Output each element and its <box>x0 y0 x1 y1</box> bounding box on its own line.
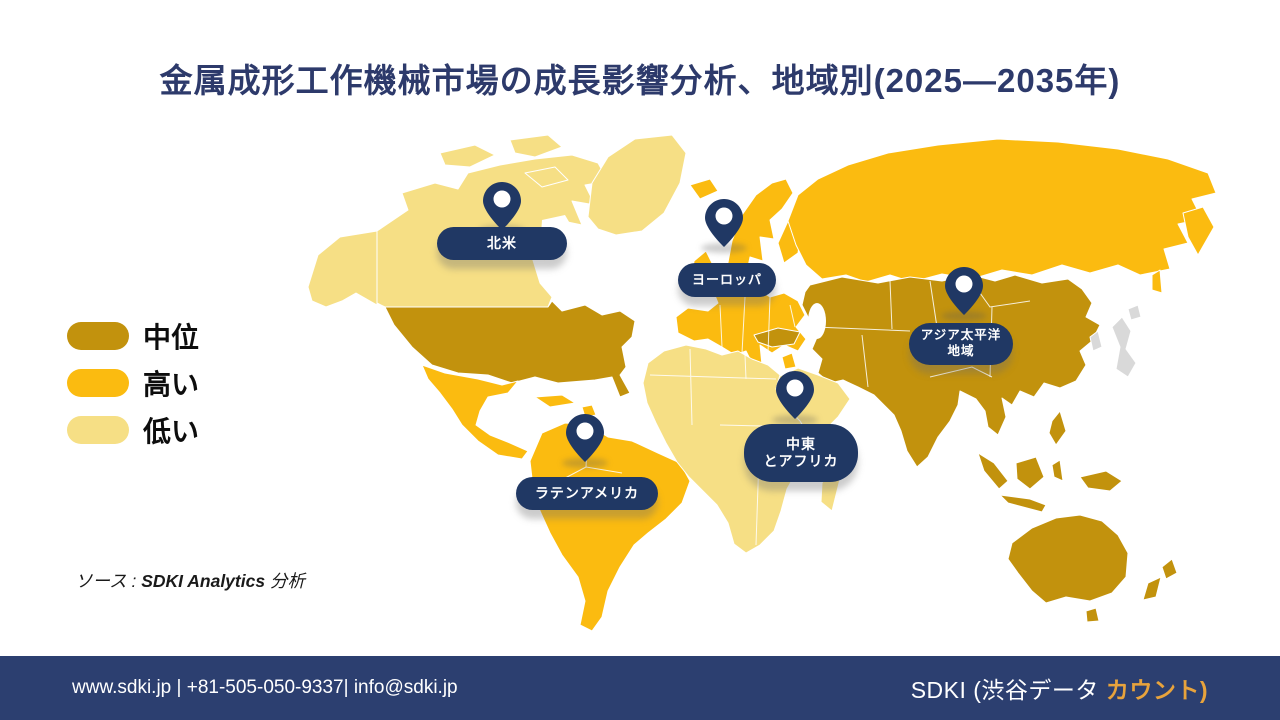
map-pin-latin-america <box>566 414 604 462</box>
region-africa <box>642 344 811 554</box>
footer-brand-accent: カウント) <box>1105 677 1208 703</box>
region-nz-south <box>1142 576 1162 601</box>
region-label-middle-east-africa: 中東 とアフリカ <box>744 424 858 482</box>
region-greece <box>781 352 797 370</box>
region-java <box>999 494 1047 513</box>
region-label-text: アジア太平洋 <box>920 328 1002 343</box>
region-kamchatka <box>1182 206 1215 256</box>
region-philippines <box>1048 410 1067 446</box>
region-label-text: 北米 <box>487 234 517 251</box>
region-korea <box>1089 330 1103 352</box>
region-tasmania <box>1085 607 1100 623</box>
legend-label: 中位 <box>143 322 200 353</box>
region-label-text: 地域 <box>947 344 975 358</box>
region-label-text: 中東 <box>786 435 816 452</box>
map-pin-asia-pacific <box>945 267 983 315</box>
region-label-text: ヨーロッパ <box>691 271 762 287</box>
world-map-svg <box>307 134 1217 632</box>
region-caribbean <box>581 404 597 418</box>
border-lines-asia <box>814 278 1031 388</box>
region-japan <box>1111 316 1137 378</box>
pin-shadow <box>701 243 747 253</box>
region-label-latin-america: ラテンアメリカ <box>516 477 658 510</box>
map-pin-north-america <box>483 182 521 230</box>
page-title: 金属成形工作機械市場の成長影響分析、地域別(2025—2035年) <box>159 62 1121 99</box>
region-label-text: ラテンアメリカ <box>534 484 640 501</box>
region-turkey <box>753 327 801 348</box>
footer-brand: SDKI (渋谷データ カウント) <box>911 671 1208 705</box>
region-new-guinea <box>1079 470 1123 492</box>
pin-shadow <box>562 458 608 468</box>
region-sulawesi <box>1051 459 1064 482</box>
region-cuba <box>534 394 576 408</box>
legend-swatch-high <box>67 369 129 397</box>
map-pin-europe <box>705 199 743 247</box>
legend-item-high: 高い <box>67 369 199 400</box>
region-arctic-island <box>524 166 569 188</box>
map-pin-middle-east-africa <box>776 371 814 419</box>
region-alaska <box>307 230 378 308</box>
legend-label: 低い <box>143 416 200 447</box>
legend: 中位 高い 低い <box>67 322 199 463</box>
region-usa <box>384 300 636 398</box>
legend-item-low: 低い <box>67 416 199 447</box>
region-mexico <box>421 364 529 460</box>
region-sakhalin <box>1151 269 1163 294</box>
pin-shadow <box>772 415 818 425</box>
region-nz-north <box>1161 558 1178 580</box>
legend-label: 高い <box>143 369 200 400</box>
region-sumatra <box>977 452 1009 490</box>
source-note: ソース : SDKI Analytics 分析 <box>75 568 305 593</box>
world-map <box>290 125 1220 635</box>
footer-contact: www.sdki.jp | +81-505-050-9337| info@sdk… <box>72 677 458 698</box>
region-russia <box>787 138 1217 283</box>
legend-item-medium: 中位 <box>67 322 199 353</box>
legend-swatch-medium <box>67 322 129 350</box>
footer-bar: www.sdki.jp | +81-505-050-9337| info@sdk… <box>0 656 1280 720</box>
region-label-europe: ヨーロッパ <box>678 263 776 297</box>
region-greenland <box>587 134 687 236</box>
region-south-america <box>529 422 691 632</box>
region-arctic-island <box>439 144 496 168</box>
border-lines-europe <box>719 296 796 354</box>
source-suffix: 分析 <box>269 571 305 591</box>
pin-shadow <box>941 311 987 321</box>
region-australia <box>1007 514 1129 604</box>
caspian-sea <box>808 303 826 339</box>
region-arctic-island <box>509 134 563 158</box>
legend-swatch-low <box>67 416 129 444</box>
region-borneo <box>1015 456 1045 490</box>
source-prefix: ソース : <box>75 571 137 591</box>
region-iceland <box>689 178 719 200</box>
footer-brand-main: SDKI (渋谷データ <box>910 677 1106 703</box>
region-label-asia-pacific: アジア太平洋 地域 <box>909 323 1013 365</box>
region-label-text: とアフリカ <box>763 453 839 469</box>
source-name: SDKI Analytics <box>141 571 266 591</box>
region-hokkaido <box>1127 304 1142 321</box>
region-label-north-america: 北米 <box>437 227 567 260</box>
